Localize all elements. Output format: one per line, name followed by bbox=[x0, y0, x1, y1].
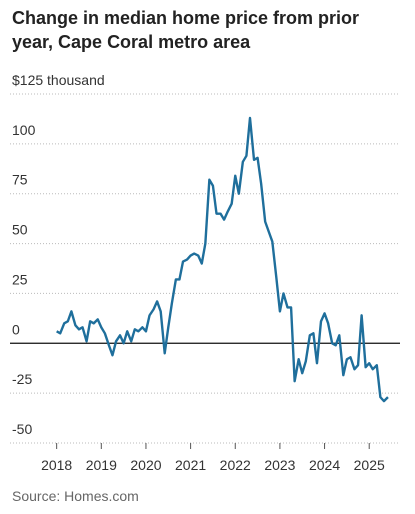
y-tick-label: 50 bbox=[12, 222, 28, 238]
x-tick-label: 2022 bbox=[220, 457, 251, 473]
y-tick-label: 75 bbox=[12, 172, 28, 188]
data-line bbox=[56, 116, 389, 403]
y-tick-label: -25 bbox=[12, 371, 32, 387]
y-tick-label: 0 bbox=[12, 321, 20, 337]
x-tick-label: 2025 bbox=[354, 457, 385, 473]
x-tick-label: 2020 bbox=[130, 457, 161, 473]
x-tick-label: 2023 bbox=[264, 457, 295, 473]
y-tick-label: -50 bbox=[12, 421, 32, 437]
chart-title: Change in median home price from prior y… bbox=[12, 8, 360, 52]
y-tick-label: 25 bbox=[12, 271, 28, 287]
x-tick-label: 2018 bbox=[41, 457, 72, 473]
x-tick-label: 2019 bbox=[86, 457, 117, 473]
y-tick-label: $125 thousand bbox=[12, 72, 105, 88]
x-tick-label: 2021 bbox=[175, 457, 206, 473]
source-note: Source: Homes.com bbox=[12, 488, 139, 504]
x-tick-label: 2024 bbox=[309, 457, 340, 473]
y-tick-label: 100 bbox=[12, 122, 36, 138]
